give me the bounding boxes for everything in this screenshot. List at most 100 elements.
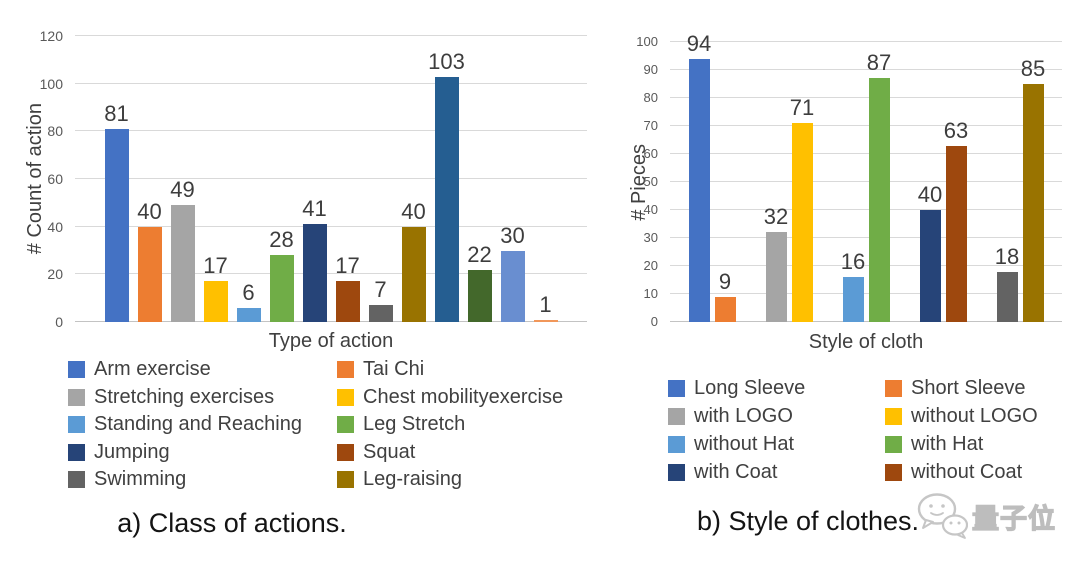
caption-a: a) Class of actions. — [117, 508, 347, 538]
bar: 40 — [137, 199, 162, 322]
legend-swatch — [668, 435, 685, 453]
y-tick-label: 50 — [643, 174, 658, 189]
bar: 49 — [170, 177, 195, 322]
legend-label: Leg-raising — [363, 468, 462, 491]
legend-swatch — [337, 361, 354, 379]
gridline — [670, 41, 1062, 42]
x-axis-line — [75, 321, 587, 322]
legend-label: Long Sleeve — [694, 376, 806, 399]
bar-value-label: 40 — [137, 198, 162, 224]
legend-label: Short Sleeve — [911, 376, 1026, 399]
bar-group: 6 — [236, 36, 261, 322]
chat-bubbles-icon — [917, 493, 968, 539]
bar-group: 32 71 — [763, 42, 814, 322]
legend-item: Squat — [337, 439, 563, 467]
legend-swatch — [68, 388, 85, 406]
bar-group: 17 — [203, 36, 228, 322]
bar-group: 7 — [368, 36, 393, 322]
bar-value-label: 9 — [718, 268, 732, 294]
watermark-text: 量子位 — [971, 503, 1056, 534]
legend-swatch — [885, 435, 902, 453]
bar-value-label: 18 — [994, 243, 1020, 269]
gridline — [670, 237, 1062, 238]
y-axis-ticks-b: 0 10 20 30 40 50 60 70 80 90 100 — [610, 34, 658, 329]
bar-value-label: 28 — [269, 227, 294, 253]
bar: 7 — [368, 277, 393, 322]
bar-group: 18 85 — [994, 42, 1045, 322]
x-axis-title-b: Style of cloth — [808, 331, 924, 353]
legend-label: without LOGO — [911, 404, 1038, 427]
legend-item: Short Sleeve — [885, 374, 1038, 402]
legend-swatch — [68, 416, 85, 434]
y-tick-label: 100 — [636, 34, 658, 49]
legend-swatch — [337, 443, 354, 461]
y-tick-label: 80 — [47, 123, 63, 140]
bar-value-label: 40 — [917, 182, 943, 207]
bar-group: 28 — [269, 36, 294, 322]
bar-group: 22 — [467, 36, 492, 322]
y-tick-label: 60 — [47, 171, 63, 187]
bar-value-label: 17 — [335, 253, 360, 279]
gridline — [670, 265, 1062, 266]
bar-value-label: 63 — [943, 117, 969, 143]
bar: 94 — [687, 31, 711, 322]
y-axis-ticks-a: 0 20 40 60 80 100 120 — [15, 28, 63, 330]
bar-group: 30 — [500, 36, 525, 322]
legend-item: Long Sleeve — [668, 374, 885, 402]
bar: 17 — [203, 253, 228, 322]
legend-label: without Hat — [694, 432, 795, 455]
bar-value-label: 22 — [467, 241, 492, 267]
bar: 6 — [236, 280, 261, 322]
bar: 30 — [500, 223, 525, 322]
y-tick-label: 10 — [643, 286, 658, 301]
bar: 81 — [104, 101, 129, 322]
bar-value-label: 32 — [763, 204, 789, 230]
legend-label: Squat — [363, 440, 416, 463]
bar-group: 40 63 — [917, 42, 969, 322]
legend-label: with Hat — [911, 432, 984, 455]
legend-swatch — [337, 471, 354, 489]
bar-group: 1 — [533, 36, 558, 322]
bar-group: 41 — [302, 36, 327, 322]
gridline — [75, 273, 587, 275]
gridline — [75, 178, 587, 179]
y-tick-label: 80 — [643, 90, 658, 105]
bar-value-label: 41 — [302, 196, 327, 222]
plot-area-a: 81 40 49 17 6 28 41 17 7 40 103 22 30 1 — [75, 35, 587, 322]
bar-value-label: 6 — [242, 279, 255, 305]
y-tick-label: 0 — [650, 314, 658, 329]
bar: 22 — [467, 242, 492, 322]
legend-label: with Coat — [694, 460, 778, 483]
legend-item: without Coat — [885, 458, 1038, 486]
legend-label: Jumping — [94, 440, 170, 463]
x-axis-title-a: Type of action — [268, 330, 394, 352]
bar: 1 — [533, 292, 558, 322]
legend-item: with LOGO — [668, 402, 885, 430]
watermark: 量子位 — [916, 492, 1056, 540]
gridline — [670, 69, 1062, 70]
legend-item: Tai Chi — [337, 356, 563, 384]
legend-swatch — [68, 443, 85, 461]
gridline — [75, 225, 587, 227]
bar-group: 49 — [170, 36, 195, 322]
gridline — [75, 130, 587, 132]
legend-label: Leg Stretch — [363, 413, 466, 436]
legend-label: Standing and Reaching — [94, 413, 302, 436]
bar-value-label: 81 — [104, 100, 129, 126]
x-axis-line — [670, 321, 1062, 322]
y-tick-label: 120 — [39, 28, 63, 44]
y-tick-label: 20 — [643, 258, 658, 273]
legend-swatch — [68, 361, 85, 379]
legend-swatch — [885, 379, 902, 397]
bar: 16 — [841, 249, 865, 322]
gridline — [670, 293, 1062, 294]
legend-item: without LOGO — [885, 402, 1038, 430]
legend-item: Swimming — [68, 466, 337, 494]
legend-swatch — [885, 407, 902, 425]
bar-value-label: 17 — [203, 253, 228, 279]
bar: 40 — [401, 199, 426, 322]
y-tick-label: 90 — [643, 62, 658, 77]
bar-value-label: 1 — [539, 291, 552, 317]
legend-a: Arm exercise Stretching exercises Standing… — [68, 356, 563, 494]
